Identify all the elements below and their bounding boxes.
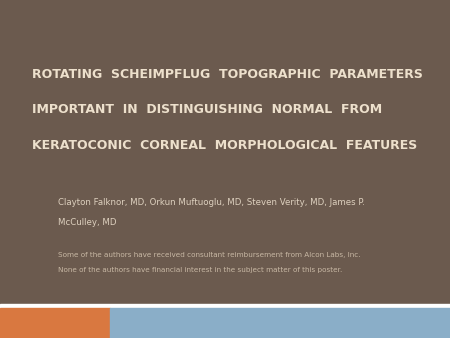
Text: Some of the authors have received consultant reimbursement from Alcon Labs, Inc.: Some of the authors have received consul… xyxy=(58,252,361,258)
Bar xyxy=(0,304,450,308)
Text: ROTATING  SCHEIMPFLUG  TOPOGRAPHIC  PARAMETERS: ROTATING SCHEIMPFLUG TOPOGRAPHIC PARAMET… xyxy=(32,68,423,80)
Text: None of the authors have financial interest in the subject matter of this poster: None of the authors have financial inter… xyxy=(58,267,343,273)
Bar xyxy=(110,308,450,338)
Text: Clayton Falknor, MD, Orkun Muftuoglu, MD, Steven Verity, MD, James P.: Clayton Falknor, MD, Orkun Muftuoglu, MD… xyxy=(58,198,365,207)
Text: IMPORTANT  IN  DISTINGUISHING  NORMAL  FROM: IMPORTANT IN DISTINGUISHING NORMAL FROM xyxy=(32,103,382,116)
Text: KERATOCONIC  CORNEAL  MORPHOLOGICAL  FEATURES: KERATOCONIC CORNEAL MORPHOLOGICAL FEATUR… xyxy=(32,139,417,151)
Text: McCulley, MD: McCulley, MD xyxy=(58,218,117,227)
Bar xyxy=(0,308,110,338)
